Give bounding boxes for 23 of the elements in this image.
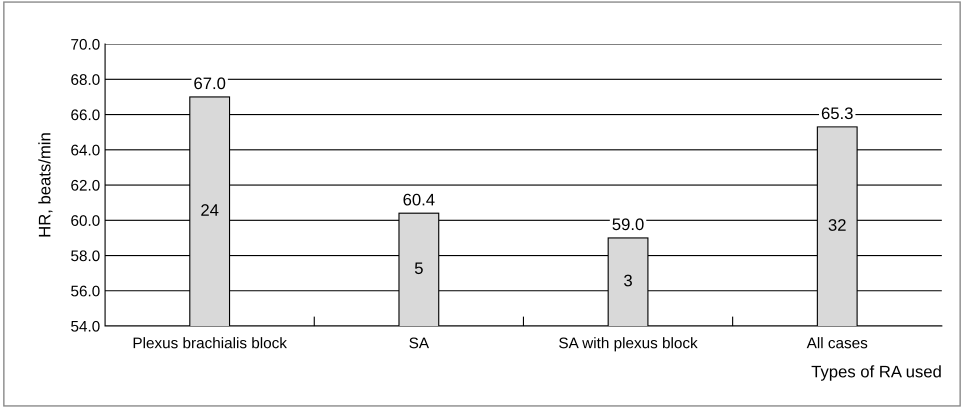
- x-tick-label: Plexus brachialis block: [134, 337, 287, 348]
- y-axis-title: HR, beats/min: [38, 133, 52, 236]
- data-label: 59.0: [612, 218, 644, 230]
- annotation: 32: [828, 219, 846, 231]
- data-label: 67.0: [194, 77, 226, 90]
- y-tick-label: 54.0: [71, 320, 100, 332]
- y-tick-label: 70.0: [71, 38, 100, 50]
- y-tick-label: 62.0: [71, 180, 100, 191]
- x-tick-label: All cases: [806, 337, 868, 348]
- annotation: 24: [201, 204, 218, 216]
- y-tick-label: 56.0: [71, 286, 100, 296]
- y-tick-label: 66.0: [71, 109, 100, 120]
- y-tick-label: 58.0: [71, 250, 100, 262]
- y-tick-label: 60.0: [71, 215, 100, 226]
- data-label: 65.3: [822, 107, 853, 120]
- x-tick-label: SA: [409, 338, 430, 348]
- annotation: 3: [624, 274, 632, 286]
- x-tick-label: SA with plexus block: [559, 337, 698, 352]
- data-label: 60.4: [403, 194, 435, 206]
- annotation: 5: [414, 262, 423, 274]
- x-axis-title: Types of RA used: [812, 365, 941, 381]
- y-tick-label: 64.0: [71, 144, 100, 156]
- y-tick-label: 68.0: [71, 74, 100, 85]
